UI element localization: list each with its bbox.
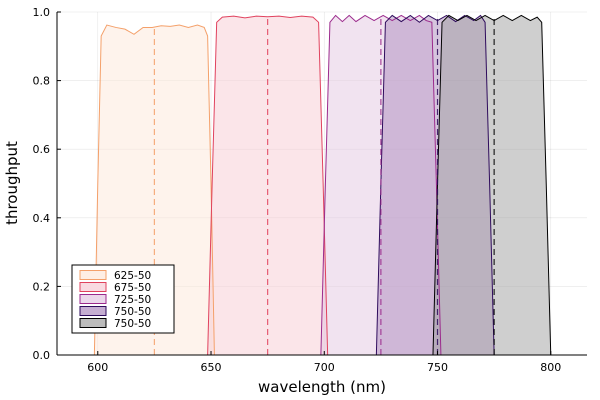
y-tick-label: 1.0: [33, 6, 51, 19]
series-line-3: [57, 14, 587, 356]
legend-swatch-2: [79, 282, 107, 292]
x-axis-label: wavelength (nm): [258, 378, 386, 396]
legend-label-5: 750-50: [114, 318, 151, 330]
legend-label-2: 675-50: [114, 282, 151, 294]
series-line-5: [57, 14, 587, 356]
legend-swatch-5: [79, 318, 107, 328]
x-tick-label: 600: [87, 361, 108, 374]
series-line-4: [57, 14, 587, 356]
series-lines: [57, 14, 587, 356]
series-line-1: [57, 24, 587, 356]
axes: [56, 11, 587, 356]
legend-label-3: 725-50: [114, 294, 151, 306]
x-tick-label: 700: [314, 361, 335, 374]
legend-swatch-1: [79, 270, 107, 280]
y-axis-label: throughput: [3, 141, 21, 225]
tick-labels: 600 650 700 750 800 0.0 0.2 0.4 0.6 0.8 1.0: [33, 6, 562, 374]
series-fill-2: [207, 16, 328, 356]
legend-swatch-4: [79, 306, 107, 316]
x-tick-label: 800: [540, 361, 561, 374]
y-tick-label: 0.4: [33, 212, 51, 225]
series-fill-5: [432, 15, 551, 356]
y-tick-label: 0.0: [33, 349, 51, 362]
y-tick-label: 0.2: [33, 280, 51, 293]
x-tick-label: 650: [201, 361, 222, 374]
series-line-2: [57, 15, 587, 356]
legend-label-4: 750-50: [114, 306, 151, 318]
y-tick-label: 0.8: [33, 75, 51, 88]
x-tick-label: 750: [427, 361, 448, 374]
legend-label-1: 625-50: [114, 270, 151, 282]
y-tick-label: 0.6: [33, 143, 51, 156]
legend-swatch-3: [79, 294, 107, 304]
